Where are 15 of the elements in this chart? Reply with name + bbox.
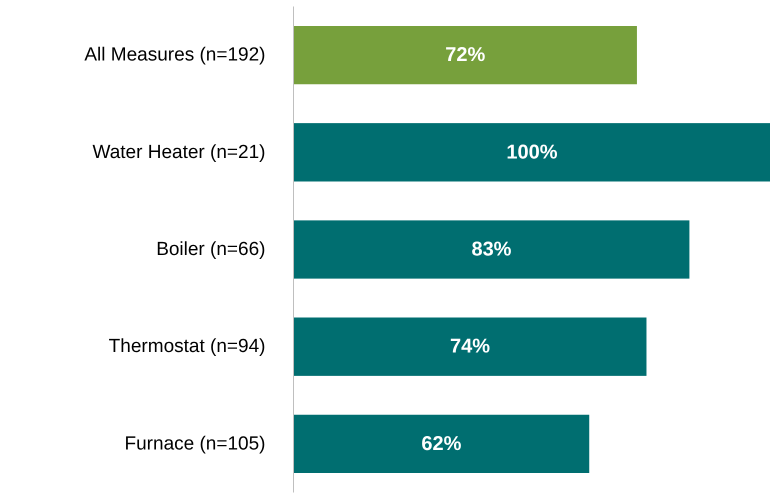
data-label: 72% — [445, 44, 486, 66]
y-tick-label: Water Heater (n=21) — [92, 142, 266, 163]
bar — [294, 414, 590, 474]
data-label: 74% — [450, 336, 490, 358]
bar — [294, 26, 637, 84]
y-tick-label: Furnace (n=105) — [124, 433, 266, 454]
bar — [294, 220, 690, 279]
y-tick-label: Thermostat (n=94) — [108, 336, 266, 358]
y-tick-label: Boiler (n=66) — [156, 239, 266, 260]
bar — [294, 318, 646, 376]
y-tick-label: All Measures (n=192) — [84, 44, 266, 66]
data-label: 62% — [421, 432, 462, 455]
bar — [294, 123, 770, 182]
data-label: 83% — [471, 238, 512, 260]
data-label: 100% — [506, 141, 558, 164]
